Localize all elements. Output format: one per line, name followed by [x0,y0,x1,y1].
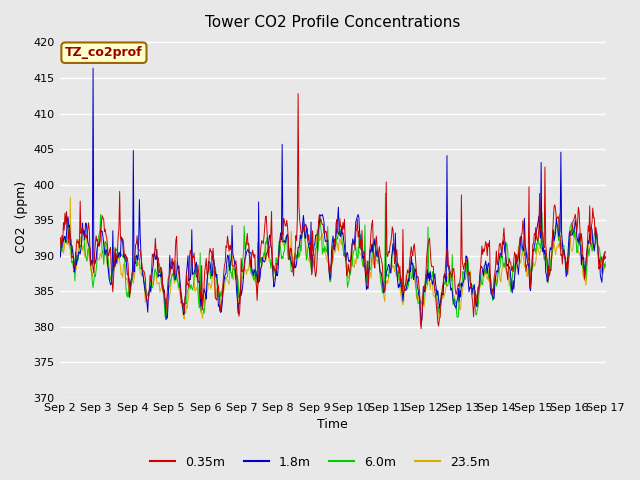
Text: TZ_co2prof: TZ_co2prof [65,46,143,59]
1.8m [416,294,424,300]
23.5m [602,259,609,264]
0.35m [177,300,185,306]
6.0m [162,317,170,323]
0.35m [206,245,214,251]
6.0m [381,191,389,196]
Title: Tower CO2 Profile Concentrations: Tower CO2 Profile Concentrations [205,15,460,30]
6.0m [602,262,609,267]
Y-axis label: CO2  (ppm): CO2 (ppm) [15,180,28,253]
Line: 1.8m: 1.8m [60,68,605,323]
1.8m [602,254,609,260]
1.8m [400,290,408,296]
0.35m [294,91,302,96]
23.5m [66,246,74,252]
6.0m [122,283,129,288]
0.35m [400,284,408,290]
1.8m [123,262,131,267]
6.0m [178,300,186,306]
23.5m [417,309,424,314]
6.0m [401,284,408,290]
6.0m [207,276,214,281]
0.35m [56,237,63,243]
X-axis label: Time: Time [317,419,348,432]
Legend: 0.35m, 1.8m, 6.0m, 23.5m: 0.35m, 1.8m, 6.0m, 23.5m [145,451,495,474]
1.8m [56,249,63,255]
23.5m [162,317,170,323]
Line: 6.0m: 6.0m [60,193,605,320]
0.35m [416,290,424,296]
23.5m [208,283,216,289]
23.5m [56,252,63,257]
1.8m [89,65,97,71]
1.8m [178,297,186,303]
23.5m [179,307,186,312]
1.8m [207,267,214,273]
23.5m [67,194,74,200]
23.5m [123,277,131,283]
0.35m [66,225,74,230]
0.35m [417,326,425,332]
6.0m [66,228,74,233]
0.35m [122,259,129,264]
6.0m [417,298,424,303]
6.0m [56,240,63,246]
0.35m [602,250,609,255]
23.5m [401,286,408,292]
Line: 23.5m: 23.5m [60,197,605,320]
Line: 0.35m: 0.35m [60,94,605,329]
1.8m [66,223,74,228]
1.8m [417,320,425,325]
